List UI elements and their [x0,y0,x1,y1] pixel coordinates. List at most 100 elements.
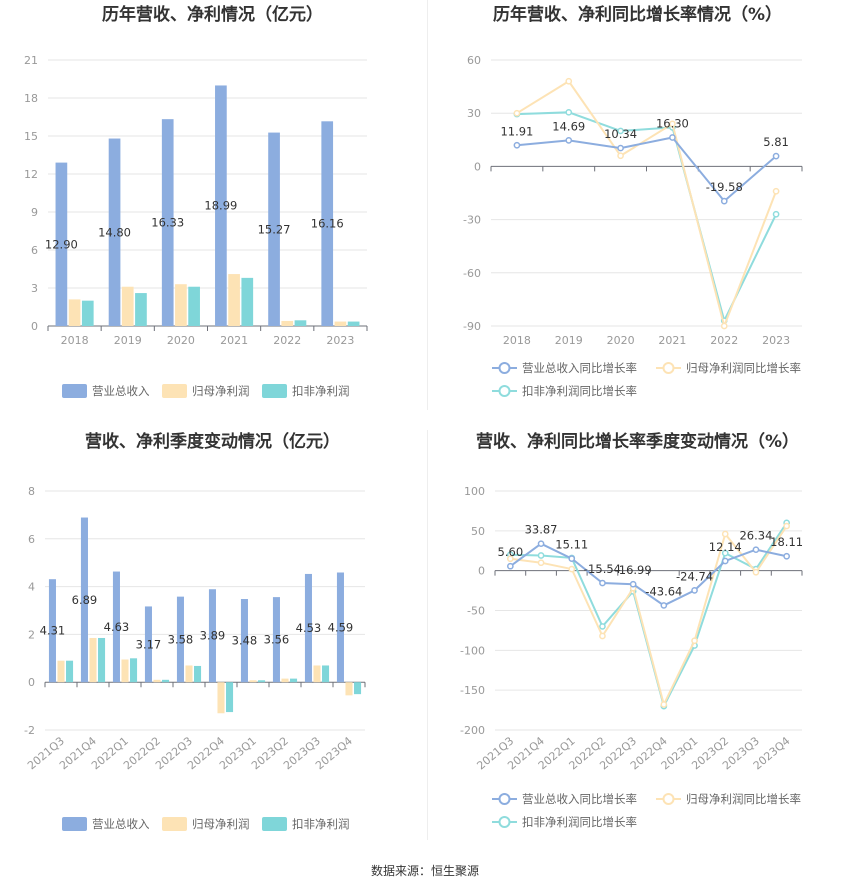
series-point-1 [568,565,576,573]
series-point-0 [629,580,637,588]
legend-item: 扣非净利润同比增长率 [492,384,637,398]
y-tick-label: -2 [24,724,35,737]
y-tick-label: -90 [463,320,481,333]
legend-label: 归母净利润 [192,384,250,398]
line-value-label: 10.34 [604,127,637,141]
legend-label: 扣非净利润同比增长率 [522,815,637,829]
series-point-1 [599,632,606,640]
line-value-label: 5.60 [498,545,524,559]
bar-net-profit [121,659,129,683]
line-value-label: 11.91 [500,124,533,138]
legend-item: 扣非净利润 [262,384,350,398]
y-tick-label: 12 [24,168,38,181]
series-point-0 [617,144,624,152]
bar-deducted-profit [188,286,200,326]
y-tick-label: 9 [31,206,38,219]
line-value-label: 26.34 [739,529,772,543]
bar-value-label: 15.27 [258,222,291,236]
bar-net-profit [121,286,134,326]
bar-deducted-profit [130,658,138,683]
chart-svg: 营收、净利季度变动情况（亿元）-2024682021Q32021Q42022Q1… [24,431,366,831]
legend-item: 扣非净利润 [262,817,350,831]
y-tick-label: 18 [24,92,38,105]
bar-deducted-profit [135,293,147,326]
chart-svg: 历年营收、净利情况（亿元） 0 3 6 9 12 15 18 21 2018 2019 2020 202… [24,4,368,398]
x-tick-label: 2023 [762,334,790,347]
bar-net-profit [175,284,187,326]
y-tick-label: 60 [467,54,481,67]
legend-swatch [262,817,287,831]
bar-net-profit [345,682,353,696]
bar-deducted-profit [258,680,266,683]
y-tick-label: 0 [474,160,481,173]
series-point-2 [721,549,729,557]
legend-label: 归母净利润同比增长率 [686,792,801,806]
legend-item: 归母净利润同比增长率 [656,361,801,375]
series-point-1 [617,152,624,160]
chart-svg: 营收、净利同比增长率季度变动情况（%） -200 -150 -100 -50 0 50 100… [460,431,803,829]
legend-item: 归母净利润 [162,384,250,398]
series-point-2 [537,552,545,559]
series-point-0 [721,557,729,565]
bar-deducted-profit [290,678,298,683]
x-tick-label: 2023Q4 [313,734,355,772]
y-tick-label: -60 [463,267,481,280]
bar-net-profit [89,637,97,683]
y-tick-label: -200 [460,724,485,737]
bar-value-label: 18.99 [204,199,237,213]
legend-label: 营业总收入同比增长率 [522,792,637,806]
x-tick-label: 2018 [61,334,89,347]
bar-revenue [161,119,174,326]
series-point-1 [752,568,760,576]
legend-item: 营业总收入 [62,384,150,398]
series-point-2 [599,623,606,630]
y-tick-label: 8 [28,485,35,498]
line-value-label: -15.54 [584,562,621,576]
legend-marker [498,385,511,397]
series-line-1 [510,525,788,708]
series-point-1 [507,555,514,563]
x-tick-label: 2020 [167,334,195,347]
y-tick-label: 15 [24,130,38,143]
series-point-1 [537,559,545,567]
series-point-1 [565,77,573,85]
bar-value-label: 16.16 [311,217,344,231]
bar-net-profit [334,321,347,326]
y-tick-label: -30 [463,214,481,227]
series-point-0 [783,552,790,560]
y-tick-label: 6 [28,533,35,546]
legend-marker [662,362,675,374]
chart-title: 营收、净利同比增长率季度变动情况（%） [476,431,799,452]
bar-deducted-profit [194,665,202,683]
series-point-0 [720,197,728,205]
line-value-label: 15.11 [555,538,588,552]
series-point-1 [669,120,676,128]
bar-net-profit [281,320,294,326]
bar-revenue [176,596,184,683]
legend-swatch [262,384,287,398]
legend-label: 扣非净利润 [292,384,350,398]
annual-revenue-profit-chart: 历年营收、净利情况（亿元） 0 3 6 9 12 15 18 21 2018 2019 2020 202… [0,0,425,410]
x-tick-label: 2020 [607,334,635,347]
series-point-0 [752,546,760,554]
bar-net-profit [313,665,321,683]
chart-title: 营收、净利季度变动情况（亿元） [85,431,340,452]
bar-value-label: 4.31 [40,624,66,638]
series-line-0 [516,136,777,203]
y-tick-label: 4 [28,581,35,594]
legend-swatch [162,384,187,398]
legend-item: 营业总收入同比增长率 [492,361,637,375]
series-point-0 [599,579,606,587]
legend-swatch [62,384,87,398]
bar-value-label: 3.58 [168,632,194,646]
bar-revenue [304,573,312,683]
series-point-1 [513,109,521,117]
bar-revenue [272,597,280,683]
data-source-note: 数据来源：恒生聚源 [370,864,479,878]
y-tick-label: 6 [31,244,38,257]
series-point-0 [772,152,780,160]
bar-revenue [108,138,121,326]
x-tick-label: 2018 [503,334,531,347]
chart-title: 历年营收、净利同比增长率情况（%） [493,4,782,25]
series-point-0 [513,141,521,149]
